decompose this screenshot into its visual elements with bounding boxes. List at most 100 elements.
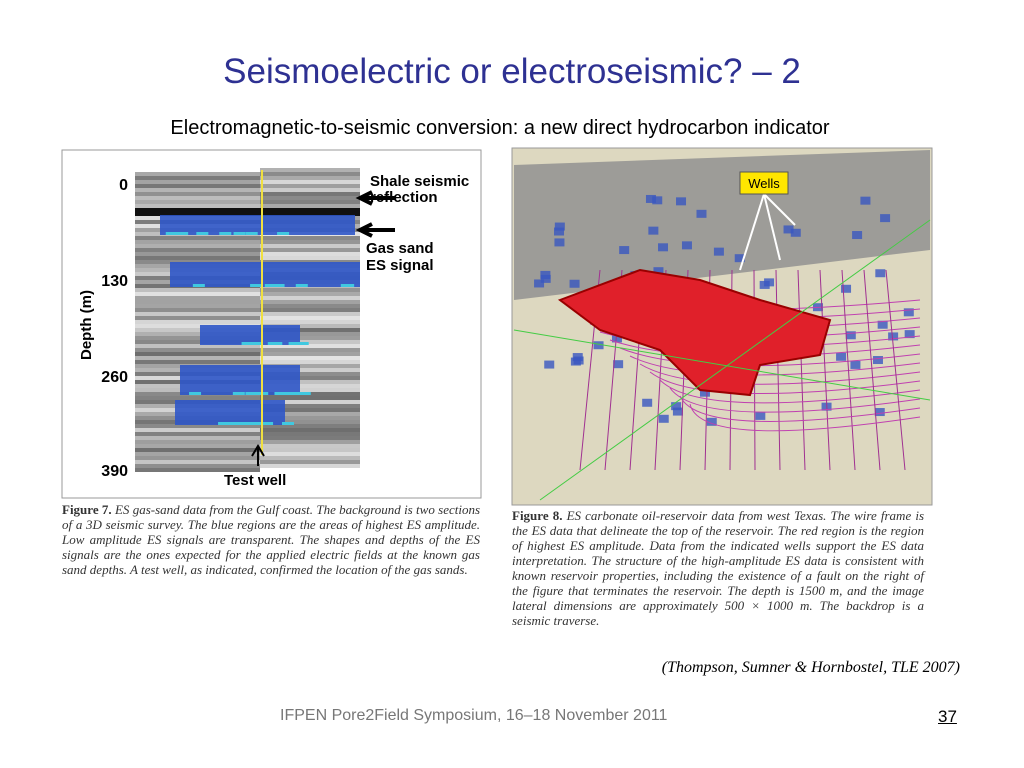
seismic-stripe xyxy=(260,452,360,456)
seismic-stripe xyxy=(135,348,260,352)
es-cell xyxy=(554,222,565,231)
seismic-stripe xyxy=(135,320,260,324)
es-cell xyxy=(246,422,259,425)
es-cell xyxy=(245,392,258,395)
seismic-stripe xyxy=(135,332,260,336)
es-cell xyxy=(841,284,852,293)
es-cell xyxy=(296,342,309,345)
figure8-caption: Figure 8. ES carbonate oil-reservoir dat… xyxy=(512,508,924,628)
seismic-stripe xyxy=(260,296,360,300)
es-cell xyxy=(645,194,656,203)
seismic-stripe xyxy=(135,344,260,348)
es-cell xyxy=(681,241,692,250)
es-cell xyxy=(642,398,653,407)
seismic-stripe xyxy=(260,292,360,296)
seismic-stripe xyxy=(260,436,360,440)
label-line: Gas sand xyxy=(366,240,434,257)
seismic-stripe xyxy=(260,352,360,356)
es-cell xyxy=(196,232,209,235)
seismic-stripe xyxy=(135,360,260,364)
caption-label: Figure 8. xyxy=(512,508,563,523)
es-signal xyxy=(180,365,300,395)
es-cell xyxy=(613,360,624,369)
es-cell xyxy=(249,342,262,345)
caption-text: ES carbonate oil-reservoir data from wes… xyxy=(512,508,925,628)
es-cell xyxy=(875,269,886,278)
seismic-stripe xyxy=(135,356,260,360)
es-cell xyxy=(295,284,308,287)
seismic-stripe xyxy=(135,244,260,248)
es-signal xyxy=(200,325,300,345)
seismic-stripe xyxy=(260,320,360,324)
es-cell xyxy=(534,279,545,288)
seismic-stripe xyxy=(135,296,260,300)
seismic-stripe xyxy=(260,416,360,420)
seismic-stripe xyxy=(260,372,360,376)
wire-mesh xyxy=(689,403,921,432)
es-cell xyxy=(888,332,899,341)
seismic-stripe xyxy=(260,328,360,332)
seismic-stripe xyxy=(260,288,360,292)
es-cell xyxy=(790,228,801,237)
es-cell xyxy=(706,417,717,426)
wire-mesh xyxy=(885,269,906,471)
seismic-stripe xyxy=(260,248,360,252)
seismic-stripe xyxy=(135,324,260,328)
seismic-stripe xyxy=(260,440,360,444)
es-cell xyxy=(671,402,682,411)
es-signal xyxy=(175,400,285,425)
seismic-stripe xyxy=(260,236,360,240)
seismic-stripe xyxy=(135,444,260,448)
seismic-stripe xyxy=(260,380,360,384)
slide-title: Seismoelectric or electroseismic? – 2 xyxy=(223,52,801,91)
seismic-stripe xyxy=(260,464,360,468)
guide xyxy=(539,219,931,501)
seismic-stripe xyxy=(135,188,260,192)
guide xyxy=(513,329,931,401)
seismic-stripe xyxy=(260,176,360,180)
seismic-stripe xyxy=(260,368,360,372)
seismic-stripe xyxy=(260,444,360,448)
wire-mesh xyxy=(819,269,831,471)
seismic-stripe xyxy=(135,440,260,444)
seismic-stripe xyxy=(260,308,360,312)
seismic-stripe xyxy=(135,192,260,196)
seismic-stripe xyxy=(135,288,260,292)
es-cell xyxy=(611,334,622,343)
seismic-stripe xyxy=(260,408,360,412)
seismic-stripe xyxy=(260,312,360,316)
es-cell xyxy=(282,422,295,425)
es-cell xyxy=(860,196,871,205)
seismic-stripe xyxy=(260,324,360,328)
seismic-stripe xyxy=(135,448,260,452)
es-cell xyxy=(569,279,580,288)
es-cell xyxy=(173,232,186,235)
es-cell xyxy=(340,284,353,287)
es-cell xyxy=(696,209,707,218)
callout-box xyxy=(739,171,789,195)
seismic-stripe xyxy=(260,188,360,192)
es-signal xyxy=(170,262,360,287)
label-line: Shale seismic xyxy=(370,173,469,190)
es-cell xyxy=(836,352,847,361)
seismic-stripe xyxy=(260,256,360,260)
es-cell xyxy=(223,422,236,425)
seismic-stripe xyxy=(260,348,360,352)
es-cell xyxy=(734,254,745,263)
seismic-stripe xyxy=(260,428,360,432)
label-line: ES signal xyxy=(366,257,434,274)
seismic-stripe xyxy=(135,424,260,428)
seismic-stripe xyxy=(260,404,360,408)
wire-mesh xyxy=(775,269,781,471)
seismic-stripe xyxy=(260,396,360,400)
es-cell xyxy=(279,392,292,395)
wire-mesh xyxy=(863,269,881,471)
wire-mesh xyxy=(659,379,921,404)
label-line: reflection xyxy=(370,189,438,206)
es-cell xyxy=(648,226,659,235)
seismic-stripe xyxy=(135,396,260,400)
seismic-stripe xyxy=(260,336,360,340)
es-cell xyxy=(652,196,663,205)
es-cell xyxy=(544,360,555,369)
callout-line xyxy=(763,193,796,226)
